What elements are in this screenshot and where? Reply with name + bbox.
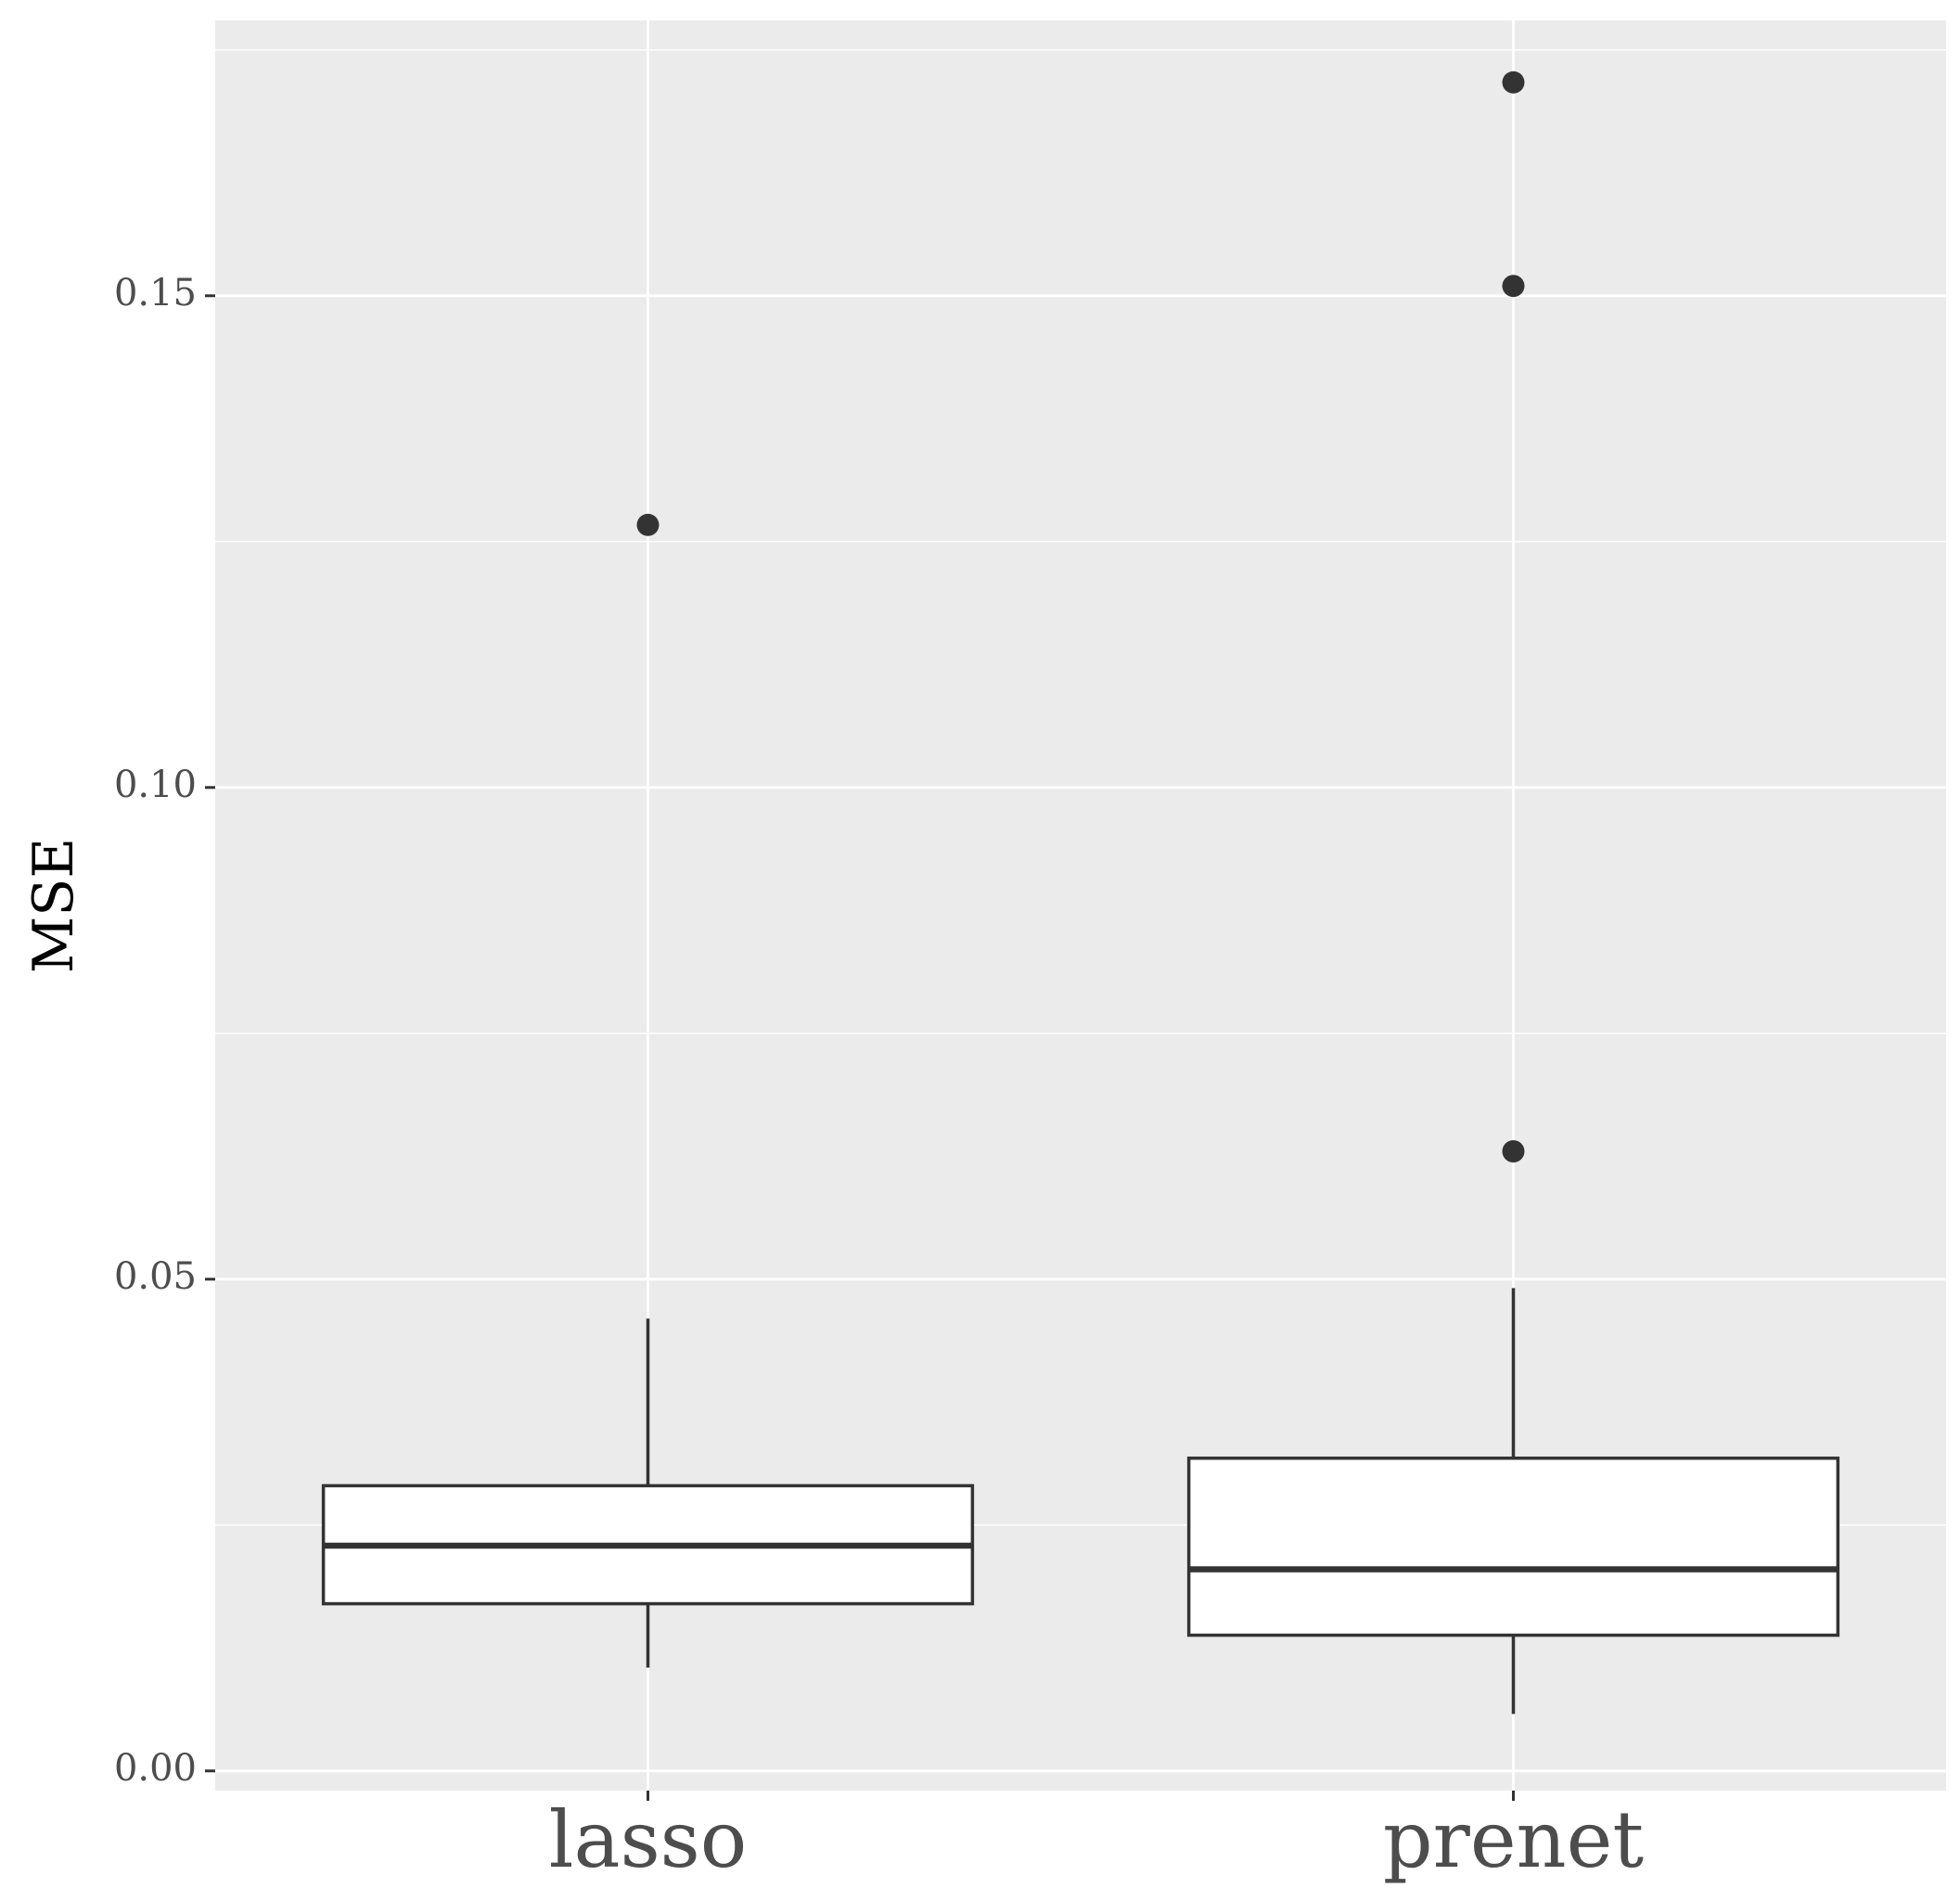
y-tick-label: 0.05 — [114, 1255, 197, 1298]
iqr-box — [1186, 1456, 1840, 1638]
box-lasso — [321, 513, 975, 1668]
y-tick-label: 0.00 — [114, 1747, 197, 1790]
y-axis-title: MSE — [21, 838, 86, 973]
outlier-point — [636, 513, 660, 536]
y-tick-label: 0.15 — [114, 272, 197, 315]
outlier-point — [1502, 1140, 1525, 1162]
x-tick-label-lasso: lasso — [549, 1794, 748, 1885]
y-axis: 0.00 0.05 0.10 0.15 — [114, 272, 215, 1790]
y-tick-label: 0.10 — [114, 764, 197, 806]
box-prenet — [1186, 71, 1840, 1715]
outlier-point — [1502, 275, 1525, 298]
outlier-point — [1502, 71, 1525, 94]
x-axis: lasso prenet — [549, 1791, 1644, 1885]
major-gridlines — [215, 294, 1946, 1773]
x-tick-label-prenet: prenet — [1383, 1794, 1644, 1885]
boxes — [321, 71, 1840, 1715]
